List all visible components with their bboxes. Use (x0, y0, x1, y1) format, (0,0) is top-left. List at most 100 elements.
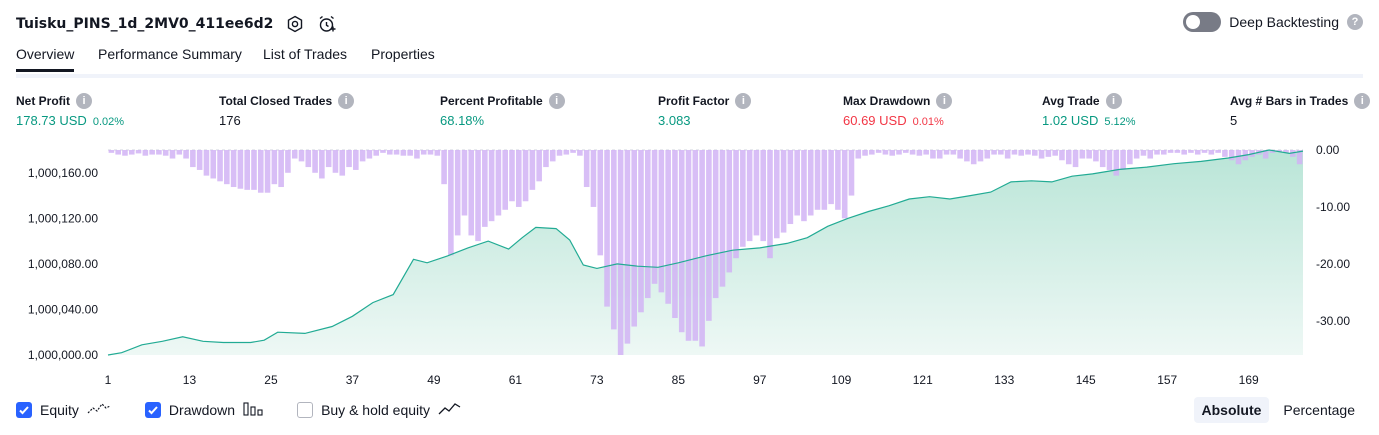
right-axis-tick-label: -20.00 (1316, 257, 1350, 271)
drawdown-bar (1161, 150, 1167, 155)
drawdown-bar (699, 150, 705, 347)
metric-total-closed-trades: Total Closed Trades i 176 (219, 93, 355, 128)
drawdown-bar (502, 150, 508, 210)
drawdown-bar (251, 150, 257, 190)
buy-hold-checkbox[interactable] (297, 401, 314, 418)
drawdown-bar (359, 150, 366, 162)
drawdown-checkbox[interactable] (144, 401, 161, 418)
drawdown-bar (597, 150, 604, 256)
info-icon[interactable]: i (338, 93, 355, 109)
drawdown-bar (122, 150, 128, 156)
drawdown-bar (190, 150, 196, 168)
legend-drawdown[interactable]: Drawdown (144, 400, 263, 419)
tab-overview[interactable]: Overview (16, 46, 75, 72)
drawdown-bar (380, 150, 386, 153)
drawdown-bar (1106, 150, 1113, 170)
drawdown-bar (835, 150, 841, 210)
x-axis-tick-label: 157 (1157, 373, 1177, 387)
drawdown-bar (1072, 150, 1079, 168)
tab-list-of-trades[interactable]: List of Trades (263, 46, 348, 62)
avg-trade-value: 1.02 USD (1042, 113, 1099, 128)
drawdown-bar (1262, 150, 1269, 159)
alarm-plus-icon[interactable] (317, 14, 337, 34)
drawdown-bar (896, 150, 902, 155)
drawdown-bar (420, 150, 427, 155)
drawdown-bar (298, 150, 305, 162)
x-axis-tick-label: 37 (346, 373, 360, 387)
avg-trade-percent: 5.12% (1104, 116, 1136, 128)
drawdown-bar (848, 150, 855, 196)
info-icon[interactable]: i (735, 93, 752, 109)
legend-equity[interactable]: Equity (16, 400, 111, 419)
drawdown-bar (1276, 150, 1283, 152)
drawdown-bar (332, 150, 339, 173)
deep-backtesting-toggle[interactable] (1183, 12, 1222, 32)
tab-performance-summary[interactable]: Performance Summary (98, 46, 242, 62)
drawdown-bar (583, 150, 590, 188)
drawdown-bar (1133, 150, 1140, 159)
info-icon[interactable]: i (936, 93, 953, 109)
drawdown-bar (631, 150, 637, 327)
right-axis-tick-label: 0.00 (1316, 143, 1340, 157)
drawdown-bar (1052, 150, 1058, 156)
drawdown-bar (393, 150, 400, 155)
hexagon-gear-icon[interactable] (285, 14, 305, 34)
drawdown-bar (1018, 150, 1025, 156)
info-icon[interactable]: i (1354, 93, 1371, 109)
drawdown-bar (855, 150, 862, 159)
metric-label: Percent Profitable (440, 94, 543, 108)
help-icon[interactable]: ? (1347, 14, 1363, 30)
drawdown-bar (1269, 150, 1276, 153)
drawdown-bar (909, 150, 916, 155)
legend-label: Equity (40, 401, 79, 418)
drawdown-bar (237, 150, 244, 189)
drawdown-bar (468, 150, 475, 236)
drawdown-bar (726, 150, 733, 273)
equity-line (107, 149, 1304, 356)
drawdown-bar (1025, 150, 1031, 155)
info-icon[interactable]: i (548, 93, 565, 109)
metric-percent-profitable: Percent Profitable i 68.18% (440, 93, 565, 128)
drawdown-bar (257, 150, 264, 193)
drawdown-bar (1174, 150, 1181, 153)
drawdown-bar (162, 150, 169, 156)
tab-properties[interactable]: Properties (371, 46, 435, 62)
info-icon[interactable]: i (76, 93, 92, 109)
tab-bar: Overview Performance Summary List of Tra… (16, 42, 1363, 78)
drawdown-bar (176, 150, 183, 155)
net-profit-percent: 0.02% (92, 116, 125, 128)
drawdown-bar (1296, 150, 1303, 165)
drawdown-bar (488, 150, 495, 222)
drawdown-bar (549, 150, 556, 162)
drawdown-bar (814, 150, 821, 210)
percentage-button[interactable]: Percentage (1283, 402, 1355, 418)
drawdown-bar (801, 150, 807, 222)
metric-max-drawdown: Max Drawdown i 60.69 USD 0.01% (843, 93, 953, 128)
drawdown-bar (943, 150, 950, 155)
drawdown-bar (536, 150, 542, 182)
left-axis-tick-label: 1,000,120.00 (28, 211, 98, 225)
drawdown-bar (753, 150, 760, 236)
legend-buy-hold[interactable]: Buy & hold equity (297, 400, 462, 419)
max-drawdown-percent: 0.01% (912, 116, 944, 128)
absolute-button[interactable]: Absolute (1193, 397, 1270, 423)
drawdown-bar (617, 150, 624, 355)
drawdown-bar (577, 150, 583, 156)
drawdown-bar (658, 150, 665, 293)
drawdown-bar (841, 150, 848, 219)
drawdown-bar (590, 150, 597, 207)
equity-drawdown-chart[interactable]: 1,000,160.00 1,000,120.00 1,000,080.00 1,00… (0, 140, 1379, 390)
drawdown-bar (1167, 150, 1174, 153)
drawdown-bar (1045, 150, 1052, 157)
drawdown-bar (984, 150, 991, 159)
x-axis-tick-label: 169 (1239, 373, 1259, 387)
drawdown-bar (611, 150, 617, 330)
drawdown-bar (509, 150, 515, 202)
drawdown-bar (217, 150, 223, 182)
drawdown-bar (1113, 150, 1120, 176)
info-icon[interactable]: i (1105, 93, 1122, 109)
drawdown-bar (543, 150, 549, 168)
max-drawdown-value: 60.69 USD (843, 113, 907, 128)
drawdown-bar (991, 150, 997, 155)
equity-checkbox[interactable] (16, 401, 32, 418)
